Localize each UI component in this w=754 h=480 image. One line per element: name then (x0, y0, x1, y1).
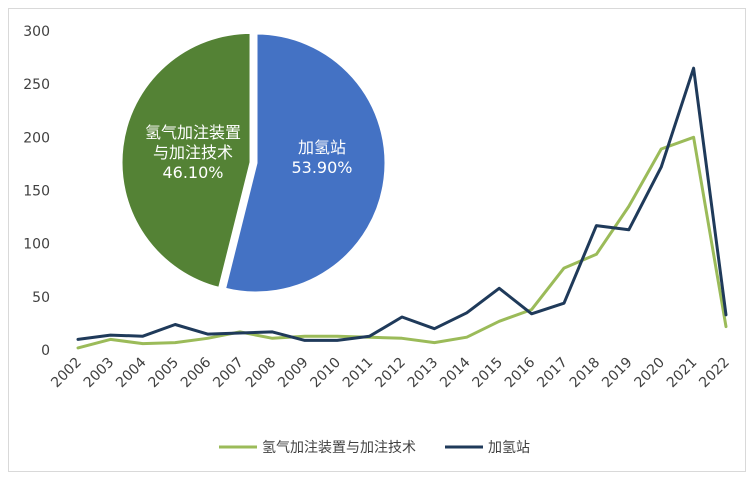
x-tick-label: 2018 (567, 355, 604, 392)
y-tick-label: 250 (23, 77, 50, 93)
x-tick-label: 2002 (48, 355, 85, 392)
y-axis: 0 50 100 150 200 250 300 (23, 24, 50, 359)
x-tick-label: 2014 (437, 354, 474, 391)
pie-label-line: 53.90% (291, 158, 352, 177)
x-tick-label: 2004 (113, 354, 150, 391)
series-line-1 (76, 135, 728, 350)
x-tick-label: 2012 (372, 355, 409, 392)
y-tick-label: 300 (23, 24, 50, 40)
x-axis: 2002200320042005200620072008200920102011… (48, 354, 733, 391)
y-tick-label: 200 (23, 130, 50, 146)
x-tick-label: 2019 (599, 355, 636, 392)
pie-slice-2 (119, 30, 253, 291)
pie-label-line: 与加注技术 (153, 143, 233, 162)
x-tick-label: 2022 (696, 355, 733, 392)
y-tick-label: 150 (23, 184, 50, 200)
pie-chart: 加氢站 53.90% 氢气加注装置与加注技术 46.10% (119, 30, 388, 295)
x-tick-label: 2021 (664, 355, 701, 392)
legend-label-1: 氢气加注装置与加注技术 (262, 440, 416, 456)
x-tick-label: 2005 (146, 355, 183, 392)
pie-label-line: 氢气加注装置 (145, 123, 241, 142)
x-tick-label: 2009 (275, 355, 312, 392)
legend: 氢气加注装置与加注技术 加氢站 (219, 440, 530, 456)
x-tick-label: 2017 (534, 355, 571, 392)
x-tick-label: 2011 (340, 355, 377, 392)
x-tick-label: 2007 (210, 355, 247, 392)
x-tick-label: 2016 (502, 354, 539, 391)
x-tick-label: 2015 (470, 355, 507, 392)
x-tick-label: 2013 (405, 355, 442, 392)
legend-label-2: 加氢站 (488, 440, 530, 456)
pie-label-line: 46.10% (162, 163, 223, 182)
pie-label-1: 加氢站 53.90% (291, 138, 352, 177)
series-line-2 (76, 66, 728, 342)
y-tick-label: 100 (23, 237, 50, 253)
x-tick-label: 2006 (178, 354, 215, 391)
y-tick-label: 0 (41, 343, 50, 359)
pie-slice-1 (222, 31, 388, 295)
x-tick-label: 2008 (243, 355, 280, 392)
x-tick-label: 2020 (632, 355, 669, 392)
plot-area (76, 66, 728, 350)
x-tick-label: 2010 (308, 355, 345, 392)
pie-label-line: 加氢站 (298, 138, 346, 157)
chart-frame (8, 8, 746, 472)
y-tick-label: 50 (32, 290, 50, 306)
x-tick-label: 2003 (81, 355, 118, 392)
pie-label-2: 氢气加注装置与加注技术 46.10% (145, 123, 241, 182)
